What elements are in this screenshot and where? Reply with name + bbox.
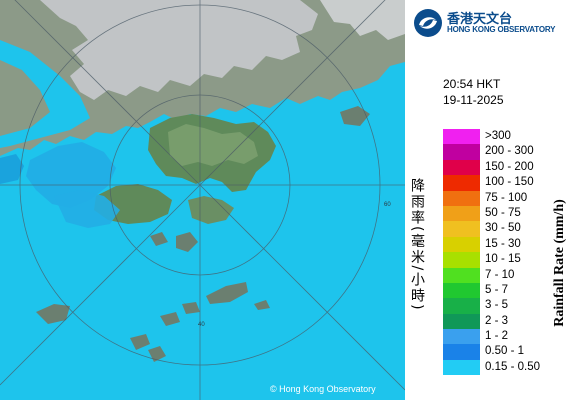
legend-row: 75 - 100 [443,190,573,206]
hong-kong-island [188,196,234,224]
legend-row: 2 - 3 [443,313,573,330]
legend-label: 5 - 7 [485,283,509,296]
rain-area-edge [0,154,24,184]
legend-row: 0.15 - 0.50 [443,359,573,376]
radar-map-canvas: 60 40 [0,0,405,400]
rainfall-legend: >300 200 - 300 150 - 200 100 - 150 75 - 100 5… [443,129,573,376]
island-north-east [340,106,370,126]
legend-row: 50 - 75 [443,205,573,222]
island-east-1 [254,300,270,310]
legend-row: 100 - 150 [443,175,573,191]
island-south-1 [182,302,200,314]
legend-swatch [443,221,480,237]
range-ring-label: 60 [384,202,391,208]
legend-panel: 香港天文台 HONG KONG OBSERVATORY 20:54 HKT 19… [405,0,577,400]
legend-row: 7 - 10 [443,267,573,283]
legend-label: 0.50 - 1 [485,345,524,358]
legend-row: 200 - 300 [443,144,573,160]
legend-swatch [443,236,480,253]
legend-row: 150 - 200 [443,159,573,176]
legend-swatch [443,175,480,191]
legend-row: >300 [443,129,573,145]
legend-label: 150 - 200 [485,160,534,173]
legend-title-english: Rainfall Rate (mm/h) [552,199,567,327]
legend-label: 50 - 75 [485,206,521,219]
western-land [0,60,50,136]
island-south-2 [160,312,180,326]
range-ring-label-inner: 40 [198,322,205,328]
legend-row: 3 - 5 [443,298,573,314]
legend-label: 1 - 2 [485,330,509,343]
legend-swatch [443,282,480,299]
island-west-2 [150,232,168,246]
legend-title-chinese: 降雨率(毫米/小時) [409,178,425,312]
legend-swatch [443,298,480,314]
copyright-notice: © Hong Kong Observatory [270,384,376,394]
legend-label: 15 - 30 [485,237,521,250]
legend-label: 200 - 300 [485,145,534,158]
island-lamma [176,232,198,252]
legend-row: 1 - 2 [443,329,573,345]
legend-label: 100 - 150 [485,176,534,189]
legend-swatch [443,190,480,206]
legend-swatch [443,359,480,376]
legend-label: 3 - 5 [485,299,509,312]
rain-area-central [54,190,120,228]
island-south-4 [130,334,150,350]
rain-area-west [26,142,116,208]
observation-time: 20:54 HKT [443,77,501,91]
legend-row: 15 - 30 [443,236,573,253]
legend-swatch [443,159,480,176]
cloud-cover [40,0,318,100]
legend-swatch [443,344,480,360]
logo-english-name: HONG KONG OBSERVATORY [447,25,556,34]
legend-swatch [443,144,480,160]
legend-swatch [443,313,480,330]
legend-row: 0.50 - 1 [443,344,573,360]
legend-label: >300 [485,130,511,142]
legend-swatch [443,205,480,222]
island-south-3 [36,304,70,324]
cloud-cover-east [320,0,405,40]
radar-map: 60 40 © Hong Kong Observatory [0,0,405,400]
legend-swatch [443,329,480,345]
legend-swatch [443,267,480,283]
logo-chinese-name: 香港天文台 [447,12,513,27]
legend-row: 5 - 7 [443,282,573,299]
island-southeast-1 [206,282,248,304]
range-rings [0,0,405,400]
hko-swirl-icon [414,9,442,37]
legend-label: 2 - 3 [485,314,509,327]
legend-row: 10 - 15 [443,252,573,268]
legend-label: 30 - 50 [485,222,521,235]
legend-swatch [443,252,480,268]
legend-label: 7 - 10 [485,268,515,281]
legend-label: 75 - 100 [485,191,528,204]
legend-label: 10 - 15 [485,253,521,266]
legend-row: 30 - 50 [443,221,573,237]
island-south-5 [148,346,166,362]
legend-swatch [443,129,480,145]
hong-kong-hills [168,124,258,166]
observation-date: 19-11-2025 [443,93,504,107]
legend-label: 0.15 - 0.50 [485,360,540,373]
